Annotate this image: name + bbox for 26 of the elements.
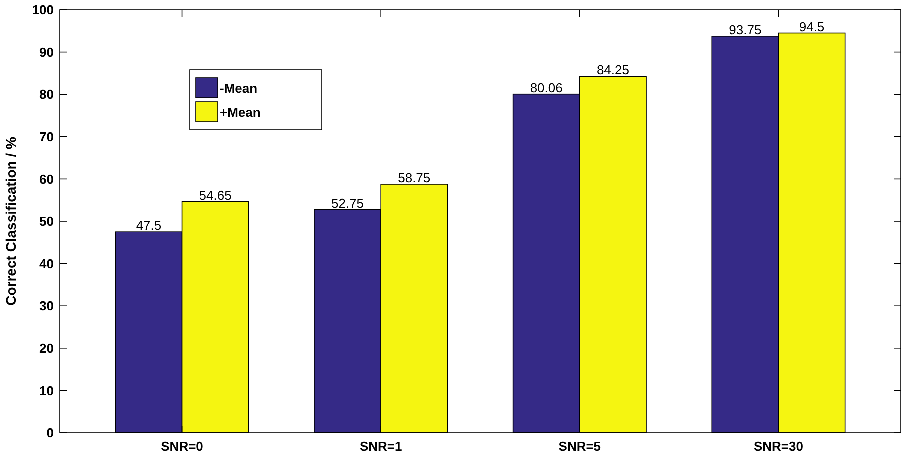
data-label: 94.5 — [799, 19, 825, 34]
y-tick-label: 80 — [40, 87, 54, 102]
legend-label: +Mean — [220, 105, 261, 120]
y-tick-label: 60 — [40, 172, 54, 187]
x-tick-label: SNR=5 — [558, 439, 602, 454]
data-label: 52.75 — [332, 196, 364, 211]
y-tick-label: 40 — [40, 256, 54, 272]
y-tick-label: 30 — [40, 298, 54, 314]
data-label: 47.5 — [136, 218, 162, 234]
y-tick-label: 0 — [46, 426, 54, 441]
x-tick-label: SNR=30 — [754, 439, 804, 454]
x-tick-label: SNR=1 — [360, 439, 402, 454]
y-axis-title: Correct Classification / % — [3, 136, 19, 306]
y-tick-label: 10 — [40, 383, 54, 398]
data-label: 54.65 — [199, 188, 232, 203]
y-tick-label: 70 — [40, 129, 54, 144]
legend-label: -Mean — [220, 81, 258, 96]
y-tick-label: 100 — [32, 2, 54, 18]
data-label: 58.75 — [398, 170, 431, 186]
data-label: 93.75 — [729, 22, 762, 38]
x-tick-label: SNR=0 — [161, 439, 204, 454]
data-label: 84.25 — [596, 62, 630, 78]
y-tick-label: 20 — [40, 340, 54, 356]
y-tick-label: 50 — [40, 214, 54, 230]
y-tick-label: 90 — [40, 44, 54, 60]
data-label: 80.06 — [530, 80, 563, 96]
